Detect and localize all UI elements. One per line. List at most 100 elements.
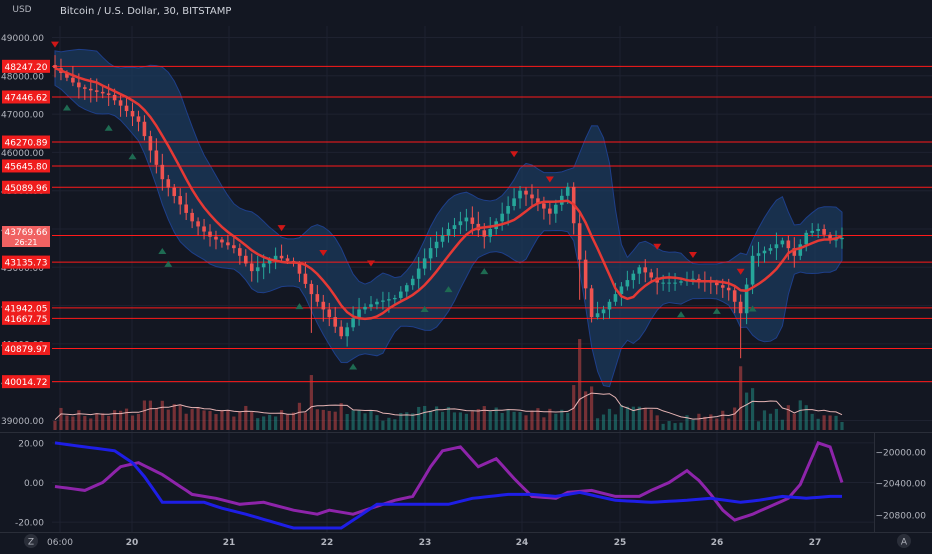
candle [279,244,284,262]
candle-body [339,326,343,337]
volume-bar [816,418,820,430]
volume-bar [679,422,683,430]
candle-body [750,255,755,285]
candle-body [500,213,504,222]
candle-body [285,258,290,261]
volume-bar [434,406,439,430]
level-tag-box [2,180,50,194]
sell-signal [51,41,59,48]
auto-scale-button[interactable]: Z [24,534,38,548]
volume-bar [607,408,612,430]
candle [840,227,844,249]
volume-bar [268,414,272,430]
volume-bar [697,413,701,430]
bar-countdown: 26:21 [14,238,37,247]
zoom-button-bg[interactable] [24,534,38,548]
candle-body [548,208,552,214]
price-axis[interactable]: USD 39000.0040000.0041000.0042000.004300… [1,5,50,427]
moving-average-line [54,66,843,321]
candle [196,217,200,236]
candle-body [512,198,516,207]
candle-body [536,198,540,204]
candle [399,286,403,301]
volume-bar [774,408,779,430]
volume-bar [142,400,147,430]
level-tag-box [2,255,50,269]
candle-body [190,212,194,222]
candle-body [554,204,558,214]
volume-bar [148,400,152,430]
volume-bar [107,415,111,430]
candle-body [124,105,129,112]
candle-body [53,65,57,69]
oscillator-tick-label: 20.00 [18,439,44,449]
candle-body [828,234,832,241]
candle-body [542,203,546,209]
volume-bar [589,386,594,430]
candle-body [744,284,749,314]
volume-bar [285,414,290,430]
candle [351,306,355,332]
candle-body [166,179,171,188]
level-tag-box [2,159,50,173]
volume-bar [655,415,659,430]
volume-bar [244,405,248,430]
level-tag-label: 45089.96 [5,184,48,194]
candle [440,227,445,248]
level-tag-label: 46270.89 [5,139,48,149]
level-tag-box [2,90,50,104]
candle-body [178,196,183,205]
buy-signal [712,307,721,314]
price-tick-label: 39000.00 [1,417,44,427]
candle-body [768,248,773,251]
candle-body [524,190,528,195]
volume-bar [423,405,427,430]
candle-body [142,121,147,137]
candle [750,245,755,295]
sell-signal [277,225,286,232]
candle [184,192,188,221]
volume-bar [750,388,755,430]
candle [422,248,427,276]
candle-body [619,286,624,295]
volume-bar [124,408,129,430]
candle-body [154,150,159,165]
candle-body [464,217,469,222]
candle [375,298,379,310]
auto-button-bg[interactable] [897,534,911,548]
candle-body [399,291,403,298]
candle-body [255,267,260,272]
price-tick-label: 47000.00 [1,111,44,121]
candle [738,294,743,359]
candle-body [184,204,188,213]
candle [512,188,516,211]
candle [172,183,177,204]
price-tick-label: 49000.00 [1,34,44,44]
candle [446,222,451,243]
candle [190,208,194,229]
volume-bar [625,406,629,430]
candle [524,187,528,206]
volume-bar [584,391,588,430]
candle [208,224,212,247]
candle-body [232,245,236,249]
candle [458,211,463,235]
candle-body [577,223,582,260]
candle [53,55,57,78]
volume-bar [703,416,707,430]
oscillator-left-axis: 20.00 0.00 -20.00 [15,439,44,528]
candle-body [667,282,671,284]
time-tick-label: 24 [516,538,529,548]
candle [83,84,87,100]
candle [744,278,749,325]
candle [178,188,183,215]
candle [518,186,522,209]
candle-body [428,248,433,259]
auto-mode-button[interactable]: A [897,534,911,548]
volume-bar [840,421,844,430]
time-axis[interactable]: 06:00 20 21 22 23 24 25 26 27 [47,538,821,548]
candle [315,285,320,307]
volume-bar [715,418,719,430]
volume-bar [595,418,600,430]
